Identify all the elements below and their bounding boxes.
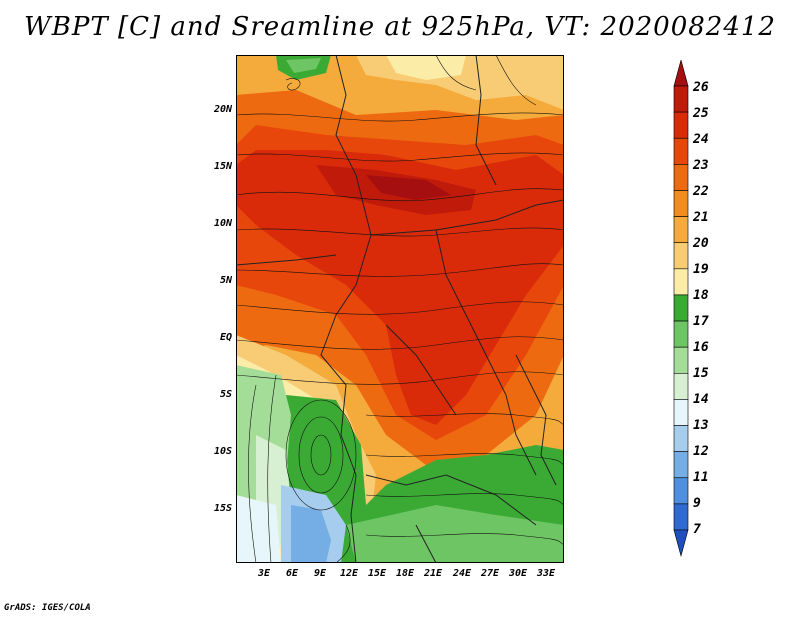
field-blue-13 <box>291 505 331 563</box>
colorbar-segment <box>673 137 689 165</box>
boundaries <box>236 55 564 563</box>
lat-label-10n: 10N <box>213 218 232 229</box>
lat-label-15s: 15S <box>213 503 232 514</box>
lon-label-9e: 9E <box>313 568 327 579</box>
lon-label-24e: 24E <box>452 568 472 579</box>
colorbar-segment <box>673 503 689 531</box>
colorbar-label-9: 9 <box>693 496 701 511</box>
colorbar-label-15: 15 <box>693 366 709 381</box>
colorbar-label-23: 23 <box>693 158 709 173</box>
colorbar-segment <box>673 85 689 113</box>
colorbar-label-7: 7 <box>693 522 701 537</box>
map-panel <box>236 55 564 563</box>
lon-label-3e: 3E <box>257 568 271 579</box>
colorbar-segment <box>673 425 689 452</box>
colorbar-segment <box>673 216 689 244</box>
lat-label-10s: 10S <box>213 446 232 457</box>
colorbar-segment <box>673 294 689 322</box>
field-n-light <box>386 55 466 80</box>
colorbar-label-17: 17 <box>693 314 709 329</box>
colorbar-label-22: 22 <box>693 184 709 199</box>
lat-label-5n: 5N <box>219 275 232 286</box>
chart-title: WBPT [C] and Sreamline at 925hPa, VT: 20… <box>24 12 776 42</box>
field-core-26 <box>366 175 451 200</box>
colorbar-label-18: 18 <box>693 288 709 303</box>
grads-credit: GrADS: IGES/COLA <box>4 603 91 613</box>
colorbar-segment <box>673 451 689 479</box>
colorbar-segment <box>673 320 689 348</box>
colorbar-label-14: 14 <box>693 392 709 407</box>
lon-label-18e: 18E <box>395 568 415 579</box>
lon-label-33e: 33E <box>536 568 556 579</box>
lon-label-21e: 21E <box>423 568 443 579</box>
colorbar-label-16: 16 <box>693 340 709 355</box>
colorbar-segment <box>673 529 689 558</box>
streamlines <box>236 55 564 563</box>
colorbar-label-11: 11 <box>693 470 709 485</box>
field-s-medgreen <box>346 505 564 563</box>
lon-label-30e: 30E <box>508 568 528 579</box>
colorbar-segment <box>673 60 689 87</box>
field-nw-green-pale <box>286 58 321 73</box>
lon-label-6e: 6E <box>285 568 299 579</box>
colorbar-segment <box>673 477 689 505</box>
colorbar-label-13: 13 <box>693 418 709 433</box>
colorbar <box>673 60 689 558</box>
lon-label-15e: 15E <box>367 568 387 579</box>
colorbar-label-25: 25 <box>693 106 709 121</box>
lat-label-5s: 5S <box>219 389 232 400</box>
field-core-24 <box>236 150 564 425</box>
colorbar-segment <box>673 190 689 217</box>
field-cyan-15 <box>236 495 281 563</box>
colorbar-segment <box>673 372 689 400</box>
colorbar-segment <box>673 242 689 270</box>
lat-label-20n: 20N <box>213 104 232 115</box>
colorbar-segment <box>673 399 689 426</box>
colorbar-label-24: 24 <box>693 132 709 147</box>
colorbar-segment <box>673 164 689 191</box>
colorbar-label-26: 26 <box>693 80 709 95</box>
lat-label-15n: 15N <box>213 161 232 172</box>
lon-label-27e: 27E <box>480 568 500 579</box>
colorbar-label-20: 20 <box>693 236 709 251</box>
colorbar-label-12: 12 <box>693 444 709 459</box>
colorbar-segment <box>673 268 689 296</box>
wbpt-field-map <box>236 55 564 563</box>
colorbar-label-21: 21 <box>693 210 709 225</box>
colorbar-segment <box>673 111 689 139</box>
colorbar-segment <box>673 346 689 374</box>
lat-label-eq: EQ <box>219 332 232 343</box>
colorbar-label-19: 19 <box>693 262 709 277</box>
lon-label-12e: 12E <box>339 568 359 579</box>
